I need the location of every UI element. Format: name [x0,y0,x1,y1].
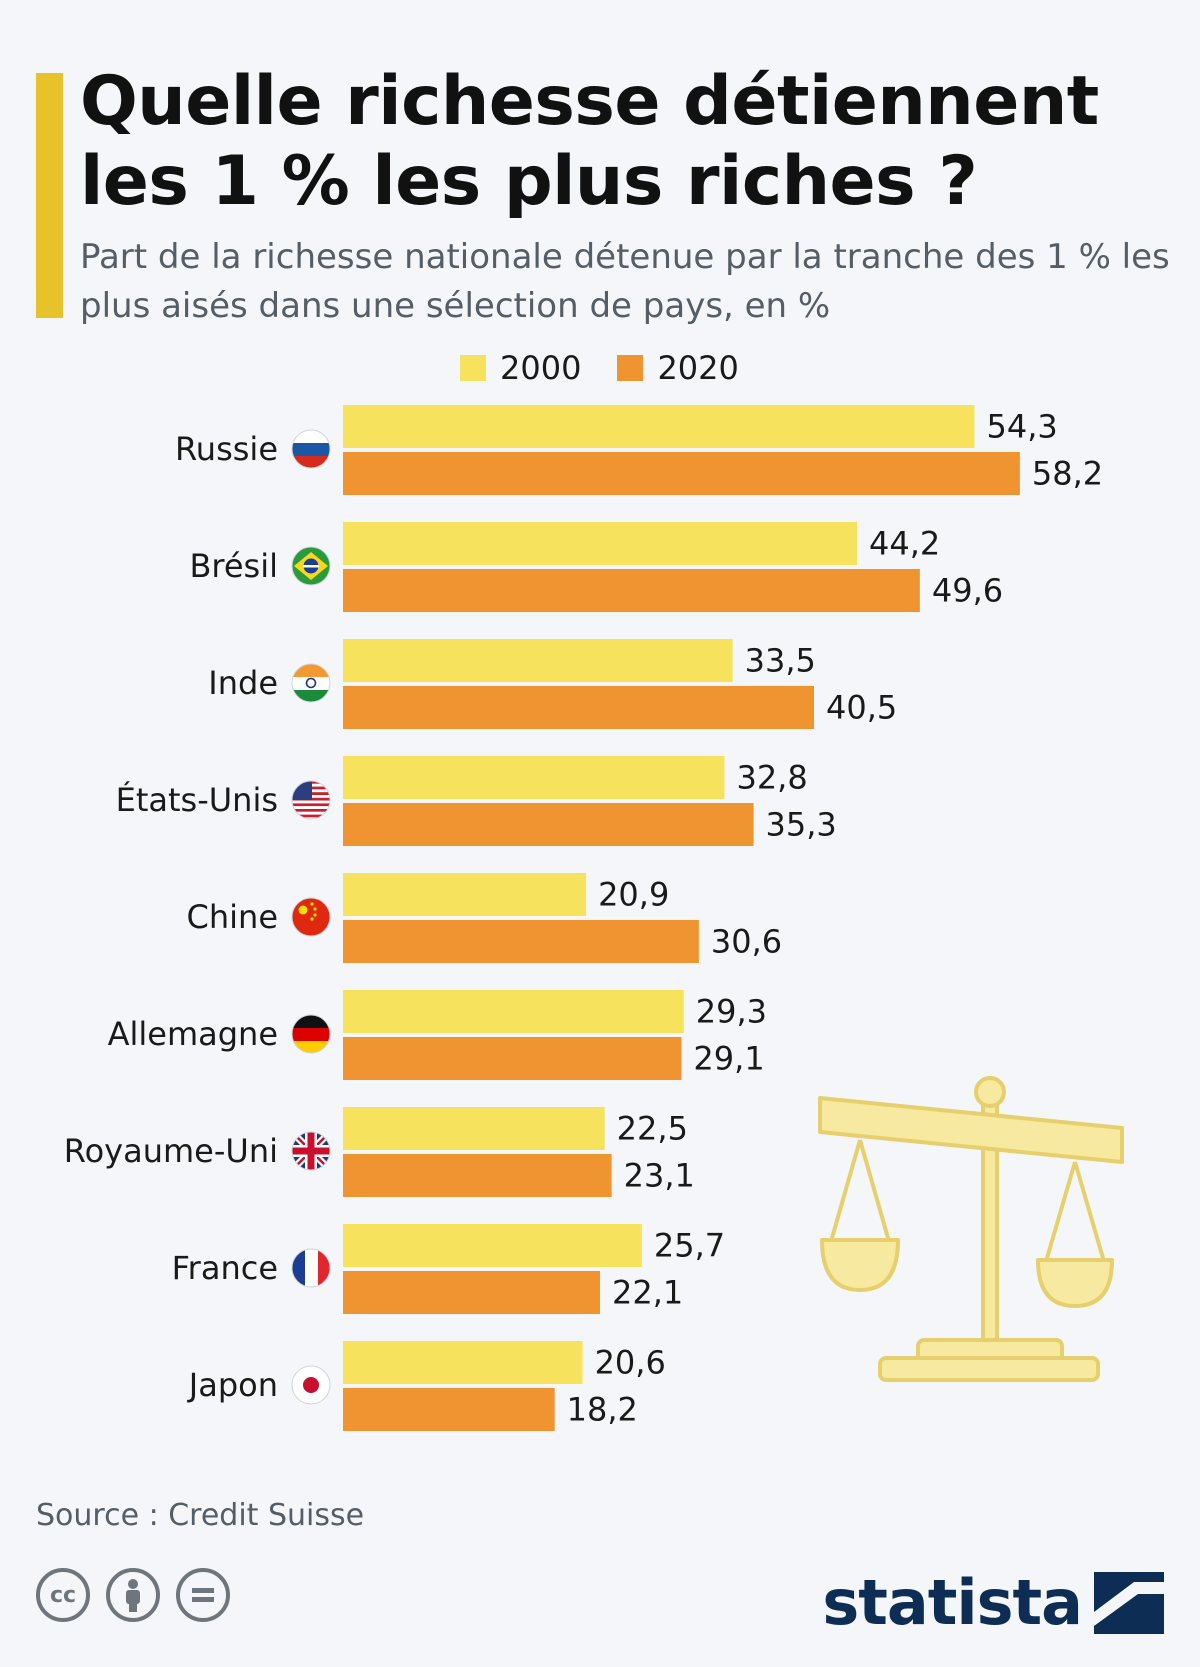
statista-wordmark: statista [822,1566,1083,1639]
value-label-2000: 54,3 [987,408,1058,446]
legend: 2000 2020 [460,348,775,388]
category-label: États-Unis [116,781,278,819]
bar-2000 [343,639,733,682]
category-label: Chine [187,898,278,936]
source-note: Source : Credit Suisse [36,1498,365,1533]
bar-2000 [343,522,858,565]
category-label: Japon [187,1366,278,1404]
china-flag-icon [291,897,331,937]
scale-icon [818,1076,1124,1382]
value-label-2000: 29,3 [696,993,767,1031]
chart-title: Quelle richesse détiennent les 1 % les p… [80,62,1099,221]
france-flag-icon [291,1248,331,1288]
bar-2020 [343,1037,682,1080]
category-label: Inde [208,664,278,702]
category-label: Allemagne [108,1015,278,1053]
bar-group: Japon 20,6 18,2 [187,1341,666,1431]
bar-2000 [343,990,684,1033]
cc-icon[interactable]: cc [36,1568,90,1622]
nd-icon[interactable] [176,1568,230,1622]
bar-group: Russie 54,3 58,2 [175,405,1103,495]
bar-2020 [343,1154,612,1197]
bar-2000 [343,873,587,916]
value-label-2000: 20,9 [598,876,669,914]
value-label-2020: 58,2 [1032,455,1103,493]
value-label-2000: 25,7 [654,1227,725,1265]
uk-flag-icon [291,1131,331,1171]
value-label-2020: 49,6 [932,572,1003,610]
legend-item-2020: 2020 [617,349,739,387]
legend-label-2000: 2000 [500,349,582,387]
value-label-2020: 22,1 [612,1274,683,1312]
value-label-2000: 44,2 [869,525,940,563]
bar-2000 [343,756,725,799]
value-label-2020: 40,5 [826,689,897,727]
category-label: Royaume-Uni [64,1132,278,1170]
bar-2020 [343,569,920,612]
bar-group: Allemagne 29,3 29,1 [108,990,767,1080]
bar-2020 [343,1271,601,1314]
bar-2020 [343,452,1020,495]
bar-2020 [343,686,815,729]
bar-2000 [343,1224,642,1267]
bar-group: Brésil 44,2 49,6 [189,522,1003,612]
category-label: France [172,1249,278,1287]
value-label-2000: 20,6 [595,1344,666,1382]
statista-logo-icon [1094,1571,1164,1634]
bar-group: Inde 33,5 40,5 [208,639,897,729]
bar-chart: Russie 54,3 58,2 Brésil 44,2 49,6 Inde 33,5 40,5… [64,405,1124,1431]
legend-label-2020: 2020 [657,349,739,387]
india-flag-icon [291,663,331,703]
bar-group: Royaume-Uni 22,5 23,1 [64,1107,695,1197]
value-label-2000: 32,8 [736,759,807,797]
statista-logo[interactable]: statista [822,1566,1164,1639]
bar-group: France 25,7 22,1 [172,1224,725,1314]
japan-flag-icon [291,1365,331,1405]
bar-2000 [343,405,975,448]
bar-2020 [343,803,754,846]
category-label: Russie [175,430,278,468]
value-label-2000: 33,5 [745,642,816,680]
value-label-2000: 22,5 [617,1110,688,1148]
legend-swatch-2020 [617,355,644,381]
value-label-2020: 29,1 [693,1040,764,1078]
bar-group: Chine 20,9 30,6 [187,873,782,963]
license-icons: cc [36,1568,246,1622]
legend-item-2000: 2000 [460,349,581,387]
bar-2020 [343,1388,555,1431]
value-label-2020: 23,1 [624,1157,695,1195]
value-label-2020: 35,3 [766,806,837,844]
value-label-2020: 30,6 [711,923,782,961]
bar-2000 [343,1341,583,1384]
brazil-flag-icon [291,546,331,586]
value-label-2020: 18,2 [567,1391,638,1429]
bar-2020 [343,920,699,963]
usa-flag-icon [291,780,331,820]
accent-bar [36,73,63,318]
bar-group: États-Unis 32,8 35,3 [116,756,837,846]
category-label: Brésil [189,547,278,585]
bar-2000 [343,1107,605,1150]
germany-flag-icon [291,1014,331,1054]
legend-swatch-2000 [460,355,486,381]
russia-flag-icon [291,429,331,469]
chart-subtitle: Part de la richesse nationale détenue pa… [80,237,1170,326]
by-icon[interactable] [106,1568,160,1622]
